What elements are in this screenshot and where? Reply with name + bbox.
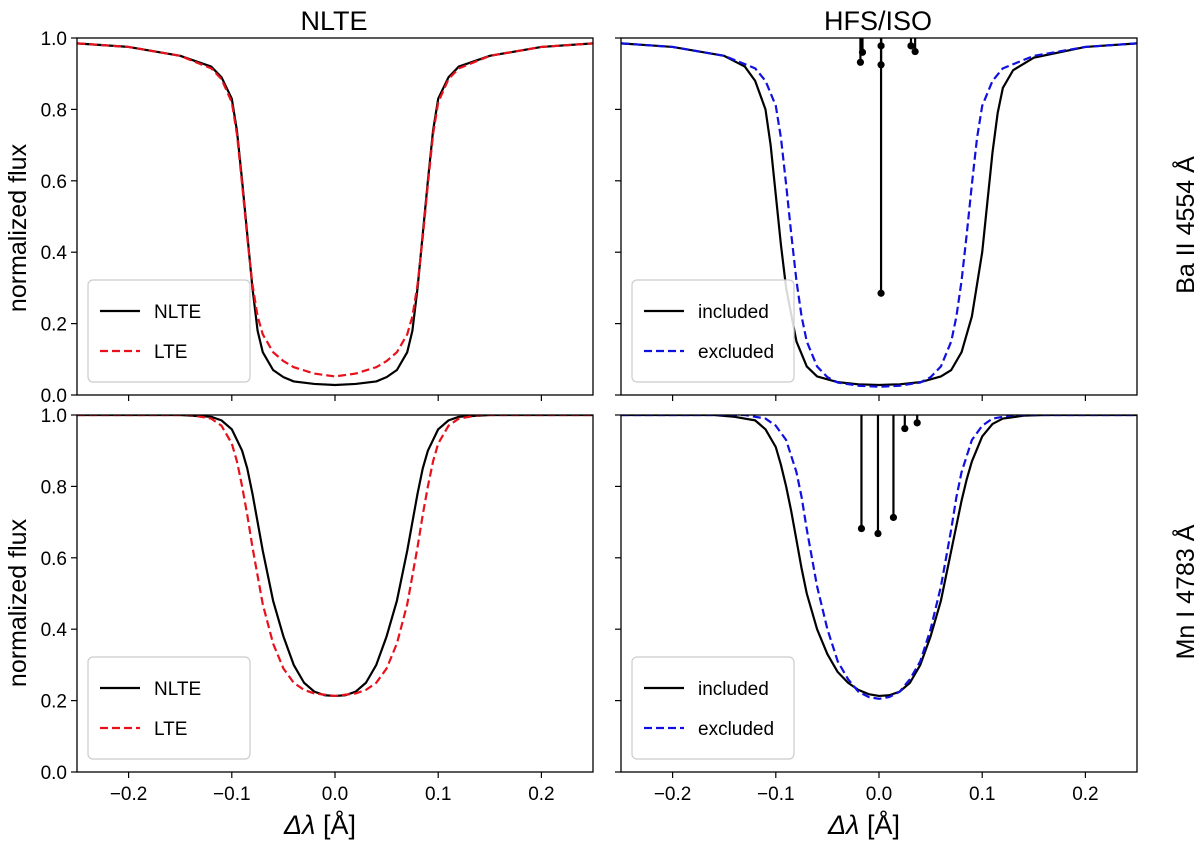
y-axis-label-bottom: normalized flux: [4, 518, 32, 687]
series-line-nlte: [77, 415, 593, 698]
x-axis-symbol: Δλ: [283, 810, 315, 840]
legend-box: [87, 656, 251, 760]
x-axis-unit: [Å]: [315, 809, 356, 840]
stem-marker: [901, 424, 909, 433]
y-tick-label: 0.4: [41, 243, 68, 264]
y-tick-label: 0.8: [41, 100, 67, 121]
y-tick-label: 0.6: [41, 549, 67, 570]
component-stems: [856, 38, 919, 297]
legend-label-excluded: excluded: [698, 719, 774, 740]
stem-marker: [857, 524, 866, 533]
x-tick-label: 0.1: [425, 784, 451, 805]
row-label-ba-ii-4554: Ba II 4554 Å: [1170, 156, 1200, 294]
axes-frame: [76, 37, 594, 396]
plot-area: [621, 42, 1137, 388]
component-stems: [857, 415, 921, 538]
series-line-excluded: [621, 42, 1137, 388]
legend-box: [631, 656, 795, 760]
axes-frame: [76, 414, 594, 773]
column-title-nltE: NLTE: [300, 6, 367, 36]
column-title-hfs-iso: HFS/ISO: [824, 6, 932, 36]
legend: NLTE LTE: [87, 279, 251, 383]
stem-marker: [856, 58, 865, 66]
y-tick-label: 0.0: [41, 763, 67, 784]
stem-marker: [889, 513, 898, 522]
x-axis-symbol: Δλ: [827, 810, 859, 840]
legend: NLTE LTE: [87, 656, 251, 760]
legend-box: [87, 279, 251, 383]
legend-label-nlte: NLTE: [154, 302, 201, 323]
series-line-excluded: [621, 415, 1137, 700]
stem-marker: [877, 289, 885, 297]
axes-frame: [620, 414, 1138, 773]
series-line-included: [621, 42, 1137, 387]
y-tick-label: 0.2: [41, 315, 67, 336]
legend-label-excluded: excluded: [698, 342, 774, 363]
panel-ba-nlte: 0.0 0.2 0.4 0.6 0.8 1.0 NLTE LTE: [41, 29, 594, 407]
y-tick-label: 1.0: [41, 406, 67, 427]
y-axis-label-top: normalized flux: [4, 143, 32, 312]
x-tick-label: 0.0: [322, 784, 348, 805]
legend-label-lte: LTE: [154, 719, 187, 740]
x-tick-label: 0.2: [528, 784, 554, 805]
legend-label-lte: LTE: [154, 342, 187, 363]
legend-label-nlte: NLTE: [154, 679, 201, 700]
y-tick-label: 0.2: [41, 692, 67, 713]
legend-label-included: included: [698, 679, 769, 700]
y-tick-label: 0.4: [41, 620, 68, 641]
x-tick-label: 0.0: [866, 784, 892, 805]
x-axis-label-left: Δλ [Å]: [283, 809, 356, 840]
x-tick-label: −0.1: [757, 784, 795, 805]
x-tick-label: −0.1: [213, 784, 251, 805]
panel-ba-hfs-iso: included excluded: [615, 37, 1138, 401]
y-tick-label: 1.0: [41, 29, 67, 50]
row-label-mn-i-4783: Mn I 4783 Å: [1170, 524, 1200, 659]
plot-area: [77, 42, 593, 387]
stem-marker: [858, 48, 867, 56]
stem-marker: [911, 47, 919, 56]
x-tick-label: 0.2: [1072, 784, 1098, 805]
legend-box: [631, 279, 795, 383]
x-tick-label: −0.2: [654, 784, 692, 805]
stem-marker: [913, 419, 921, 427]
panel-mn-nlte: 0.0 0.2 0.4 0.6 0.8 1.0 −0.2 −0.1 0.0 0.1 0.2 NLTE L…: [41, 406, 594, 805]
y-tick-label: 0.6: [41, 172, 67, 193]
legend-label-included: included: [698, 302, 769, 323]
series-line-lte: [77, 415, 593, 698]
plot-area: [77, 415, 593, 698]
legend: included excluded: [631, 279, 795, 383]
y-tick-label: 0.0: [41, 386, 67, 407]
series-line-included: [621, 415, 1137, 698]
stem-marker: [907, 42, 915, 50]
x-axis-unit: [Å]: [859, 809, 900, 840]
x-axis-label-right: Δλ [Å]: [827, 809, 900, 840]
plot-area: [621, 415, 1137, 700]
legend: included excluded: [631, 656, 795, 760]
x-tick-label: −0.2: [110, 784, 148, 805]
panel-mn-hfs-iso: −0.2 −0.1 0.0 0.1 0.2 included excluded: [615, 414, 1138, 805]
stem-marker: [874, 529, 882, 538]
x-tick-label: 0.1: [969, 784, 995, 805]
y-tick-label: 0.8: [41, 477, 67, 498]
axes-frame: [620, 37, 1138, 396]
